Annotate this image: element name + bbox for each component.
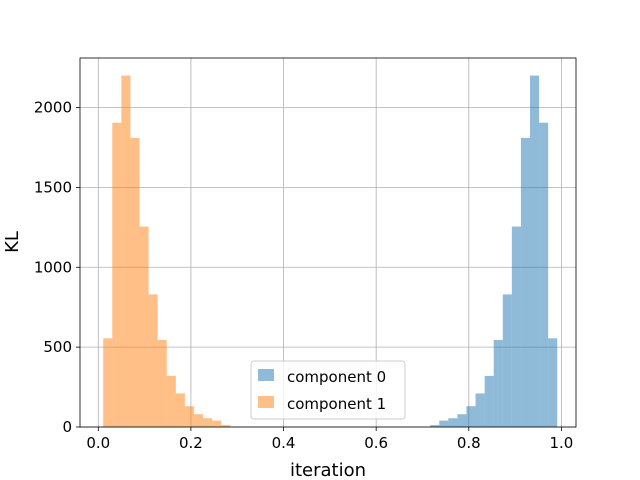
x-tick-label: 0.8 xyxy=(457,434,481,452)
legend-label-component-1: component 1 xyxy=(287,395,386,413)
histogram-bar xyxy=(121,75,131,428)
histogram-bars xyxy=(103,75,558,428)
y-tick-label: 500 xyxy=(43,338,72,356)
series-component-1 xyxy=(103,75,231,428)
histogram-bar xyxy=(493,339,503,427)
y-axis-label: KL xyxy=(2,231,23,253)
series-component-0 xyxy=(430,75,558,428)
y-tick-label: 1000 xyxy=(34,258,72,276)
histogram-bar xyxy=(175,393,185,427)
legend-frame xyxy=(250,360,406,420)
x-axis-label: iteration xyxy=(290,460,366,480)
y-tick-label: 0 xyxy=(62,418,72,436)
histogram-bar xyxy=(520,137,531,428)
y-tick-label: 2000 xyxy=(34,99,72,117)
histogram-bar xyxy=(475,393,485,427)
histogram-bar xyxy=(148,294,158,427)
x-tick-label: 0.6 xyxy=(364,434,388,452)
histogram-bar xyxy=(103,338,113,427)
y-tick-label: 1500 xyxy=(34,178,72,196)
histogram-bar xyxy=(166,375,176,427)
legend-swatch-component-1 xyxy=(258,396,274,408)
histogram-bar xyxy=(502,294,512,427)
x-tick-label: 0.4 xyxy=(272,434,296,452)
histogram-bar xyxy=(511,226,521,427)
histogram-bar xyxy=(530,75,540,428)
legend-swatch-component-0 xyxy=(258,369,274,381)
histogram-bar xyxy=(221,425,231,427)
histogram-bar xyxy=(439,420,449,427)
histogram-bar xyxy=(212,420,222,427)
legend: component 0 component 1 xyxy=(250,360,406,420)
legend-label-component-0: component 0 xyxy=(287,368,386,386)
histogram-bar xyxy=(548,338,558,427)
histogram-bar xyxy=(466,406,476,427)
histogram-bar xyxy=(112,122,122,428)
histogram-bar xyxy=(448,418,458,427)
plot-frame xyxy=(79,57,577,428)
histogram-bar xyxy=(157,339,167,427)
histogram-bar xyxy=(457,414,467,427)
histogram-bar xyxy=(193,414,204,427)
x-tick-label: 0.0 xyxy=(86,434,110,452)
histogram-bar xyxy=(139,226,149,427)
x-tick-label: 0.2 xyxy=(179,434,203,452)
histogram-bar xyxy=(539,122,549,428)
axis-ticks: 0.0 0.2 0.4 0.6 0.8 1.0 0 500 1000 1500 2000 xyxy=(34,99,574,452)
histogram-bar xyxy=(430,425,440,427)
histogram-bar xyxy=(484,375,494,427)
x-tick-label: 1.0 xyxy=(549,434,573,452)
histogram-bar xyxy=(184,406,194,427)
histogram-bar xyxy=(203,418,213,427)
histogram-bar xyxy=(130,137,140,428)
